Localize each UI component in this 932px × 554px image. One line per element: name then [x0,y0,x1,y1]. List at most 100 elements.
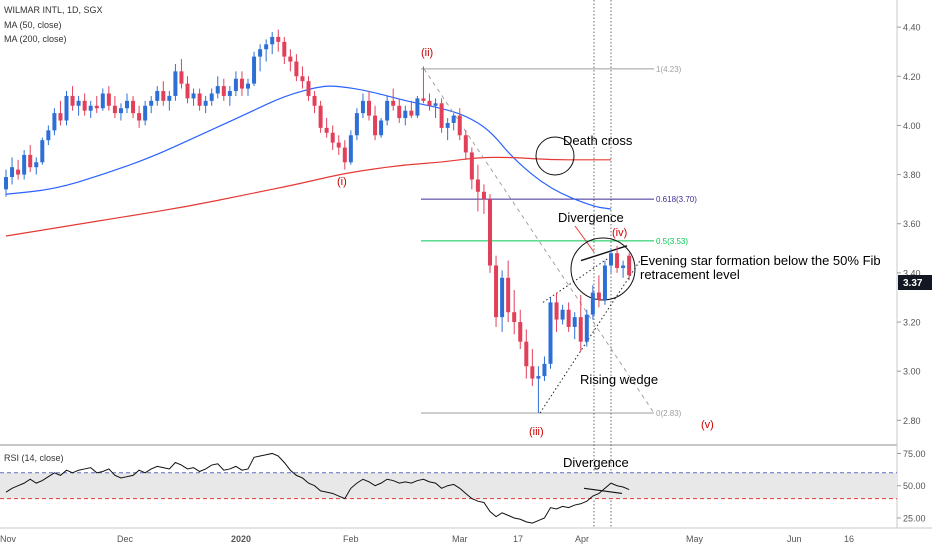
candle-body [469,152,474,180]
candle-body [100,93,105,109]
price-tick-label: 3.40 [903,268,921,278]
candle-body [88,105,93,111]
candle-body [602,265,607,300]
fib-level-label: 0.618(3.70) [656,195,697,204]
candle-body [451,115,456,123]
candle-body [348,135,353,163]
candle-body [252,56,257,84]
annotation-death-cross: Death cross [563,133,633,148]
candle-body [161,91,166,101]
wave-label-i: (i) [337,176,347,188]
candle-body [246,83,250,89]
candle-body [500,277,505,318]
candle-body [330,132,335,143]
candle-body [125,100,129,109]
candle-body [197,93,202,106]
main-pane-background [0,0,897,443]
candle-body [94,105,99,109]
time-tick-label: 16 [844,534,854,544]
candle-body [409,110,414,116]
moving-average-line [5,85,612,210]
candle-body [131,100,136,114]
time-tick-label: Mar [452,534,468,544]
wave-label-iii: (iii) [529,426,544,438]
candle-body [227,91,232,96]
candle-body [621,265,626,268]
candle-body [403,110,408,119]
annotation-divergence: Divergence [558,210,624,225]
candle-body [572,317,577,327]
candle-body [40,140,45,163]
candle-body [391,100,396,106]
candle-body [28,154,33,168]
candle-body [506,277,511,313]
candle-body [118,108,123,114]
candle-body [518,322,523,342]
candle-body [578,317,583,342]
moving-average-line [5,156,611,237]
candle-body [64,95,69,121]
candle-body [475,179,480,192]
candle-body [4,177,8,190]
candle-body [584,314,589,342]
candle-body [306,81,311,96]
time-tick-label: Feb [343,534,359,544]
candle-body [530,366,535,379]
time-tick-label: Jun [787,534,802,544]
price-tick-label: 3.00 [903,367,921,377]
candle-body [560,309,565,320]
candle-body [282,41,287,57]
death-cross-circle [535,136,575,176]
candle-body [155,91,160,101]
price-tick-label: 4.00 [903,121,921,131]
axes: 4.40 4.20 4.00 3.80 3.60 3.40 3.20 3.00 2.80 Nov D… [0,23,921,544]
annotation-rising-wedge: Rising wedge [580,372,658,387]
candle-body [167,95,172,101]
candle-body [106,93,111,106]
candle-body [264,44,269,50]
price-tick-label: 2.80 [903,416,921,426]
wave-label-iv: (iv) [612,227,627,239]
candle-body [209,93,214,101]
price-tick-label: 3.60 [903,219,921,229]
price-tick-label: 4.20 [903,72,921,82]
candle-body [481,191,486,200]
candle-body [615,253,620,268]
candle-body [143,105,148,121]
candle-body [439,103,444,128]
candle-body [318,105,323,128]
fib-levels: 1(4.23) 0.618(3.70) 0.5(3.53) 0(2.83) [421,65,697,418]
candle-body [179,71,184,84]
last-price-tag [898,275,932,290]
fib-level-label: 0(2.83) [656,409,682,418]
candles [4,29,632,413]
candle-body [336,142,341,148]
candle-body [52,113,57,131]
candle-body [312,95,317,106]
candle-body [239,78,244,89]
candle-body [627,255,632,276]
candle-body [427,100,432,106]
candle-body [221,86,226,96]
candle-body [58,113,63,121]
candle-body [385,100,390,121]
rsi-label: RSI (14, close) [4,453,64,463]
candle-body [566,309,571,327]
candle-body [34,162,39,168]
candle-body [191,93,196,99]
indicator-ma50-label: MA (50, close) [4,20,62,30]
candle-body [360,100,365,114]
rsi-tick-label: 50.00 [903,481,926,491]
candle-body [421,98,426,101]
candle-body [324,127,329,133]
time-tick-label: May [686,534,704,544]
chart-header-symbol: WILMAR INTL, 1D, SGX [4,5,103,15]
candle-body [590,292,595,315]
time-tick-label: Apr [575,534,589,544]
candle-body [288,56,293,62]
annotation-rsi-divergence: Divergence [563,455,629,470]
time-tick-label: Nov [0,534,17,544]
candle-body [433,103,438,106]
